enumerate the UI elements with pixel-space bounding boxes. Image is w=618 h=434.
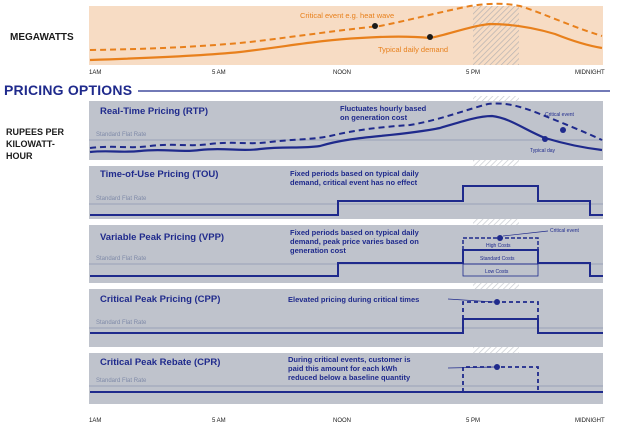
rtp-typical-line xyxy=(89,114,603,154)
vpp-desc-line2: demand, peak price varies based on xyxy=(290,237,419,246)
cpr-desc-line2: paid this amount for each kWh xyxy=(288,364,398,373)
bottom-tick-1am: 1AM xyxy=(89,418,102,424)
cpp-note-line xyxy=(447,298,495,303)
cpr-rebate-line xyxy=(462,366,539,392)
vpp-high-note: High Costs xyxy=(486,243,511,249)
cpr-desc-line3: reduced below a baseline quantity xyxy=(288,373,411,382)
bottom-tick-5am: 5 AM xyxy=(212,418,226,424)
vpp-std-note: Standard Costs xyxy=(480,256,515,262)
rtp-desc-line1: Fluctuates hourly based xyxy=(340,104,427,113)
top-tick-5pm: 5 PM xyxy=(466,70,481,76)
cpr-flat-label: Standard Flat Rate xyxy=(96,378,147,384)
rtp-flat-label: Standard Flat Rate xyxy=(96,132,147,138)
megawatts-label: MEGAWATTS xyxy=(10,32,74,43)
vpp-low-box xyxy=(462,263,539,277)
critical-marker xyxy=(372,23,378,29)
cpr-title: Critical Peak Rebate (CPR) xyxy=(100,357,221,368)
bottom-tick-noon: NOON xyxy=(333,418,351,424)
critical-event-label: Critical event e.g. heat wave xyxy=(300,11,395,20)
tou-desc-line1: Fixed periods based on typical daily xyxy=(290,169,419,178)
vpp-desc-line1: Fixed periods based on typical daily xyxy=(290,228,419,237)
rtp-critical-line xyxy=(89,102,603,149)
cpp-title: Critical Peak Pricing (CPP) xyxy=(100,294,221,305)
top-tick-midnight: MIDNIGHT xyxy=(575,70,605,76)
cpr-marker xyxy=(494,364,500,370)
vpp-marker xyxy=(497,235,503,241)
tou-desc-line2: demand, critical event has no effect xyxy=(290,178,418,187)
top-tick-1am: 1AM xyxy=(89,70,102,76)
tou-price-line xyxy=(90,185,603,216)
vpp-title: Variable Peak Pricing (VPP) xyxy=(100,232,225,243)
panel-tou xyxy=(89,166,603,219)
cpp-price-line xyxy=(90,318,603,334)
top-tick-5am: 5 AM xyxy=(212,70,226,76)
vpp-low-note: Low Costs xyxy=(485,269,509,275)
cpr-desc-line1: During critical events, customer is xyxy=(288,355,411,364)
cpp-desc-line1: Elevated pricing during critical times xyxy=(288,295,420,304)
tou-flat-label: Standard Flat Rate xyxy=(96,196,147,202)
vpp-critical-note: Critical event xyxy=(550,228,579,234)
cpp-marker xyxy=(494,299,500,305)
tou-title: Time-of-Use Pricing (TOU) xyxy=(100,169,219,180)
typical-demand-line xyxy=(89,22,603,62)
cpp-flat-label: Standard Flat Rate xyxy=(96,320,147,326)
rupees-label-line3: HOUR xyxy=(6,151,33,161)
rtp-critical-note: Critical event xyxy=(545,112,574,118)
rupees-label-line2: KILOWATT- xyxy=(6,139,55,149)
rtp-critical-marker xyxy=(560,127,566,133)
vpp-flat-label: Standard Flat Rate xyxy=(96,256,147,262)
cpp-critical-line xyxy=(462,301,539,319)
rupees-label-line1: RUPEES PER xyxy=(6,127,65,137)
rtp-typical-note: Typical day xyxy=(530,148,556,154)
rtp-desc-line2: on generation cost xyxy=(340,113,408,122)
bottom-tick-midnight: MIDNIGHT xyxy=(575,418,605,424)
typical-marker xyxy=(427,34,433,40)
rtp-typical-marker xyxy=(542,136,548,142)
cpr-note-line xyxy=(447,366,495,369)
peak-hatch-top xyxy=(473,6,519,65)
rtp-title: Real-Time Pricing (RTP) xyxy=(100,106,209,117)
panel-cpr xyxy=(89,353,603,404)
typical-demand-label: Typical daily demand xyxy=(378,45,449,54)
pricing-options-title: PRICING OPTIONS xyxy=(4,82,133,98)
vpp-desc-line3: generation cost xyxy=(290,246,346,255)
bottom-tick-5pm: 5 PM xyxy=(466,418,481,424)
vpp-note-line xyxy=(502,230,549,237)
critical-demand-line xyxy=(89,2,603,51)
top-tick-noon: NOON xyxy=(333,70,351,76)
